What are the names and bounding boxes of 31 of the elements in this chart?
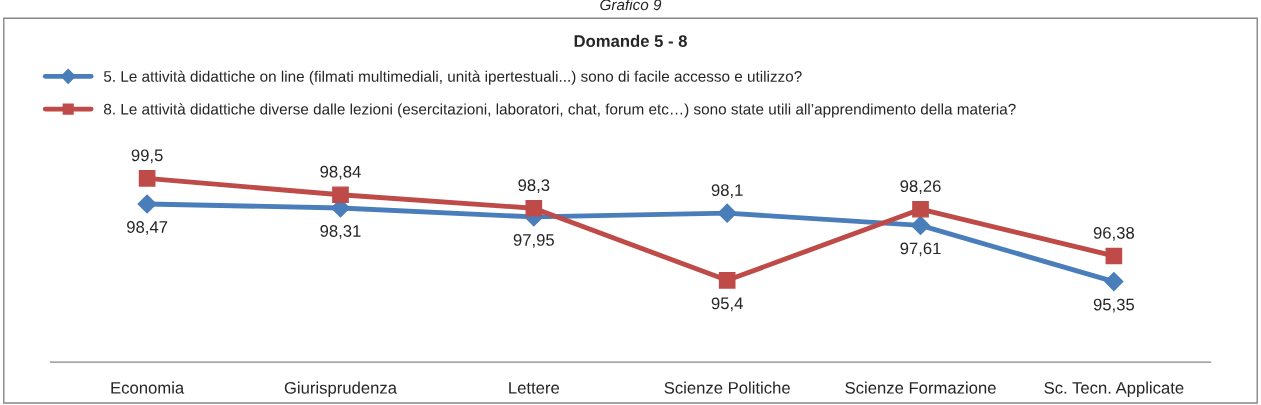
- data-label: 98,84: [320, 165, 361, 180]
- point: [718, 271, 736, 289]
- x-tick-label: Scienze Formazione: [845, 381, 996, 394]
- data-label: 98,3: [518, 179, 550, 193]
- x-tick-label: Giurisprudenza: [284, 381, 397, 398]
- data-label: 97,95: [513, 234, 554, 248]
- data-label: 99,5: [131, 149, 163, 164]
- data-label: 96,38: [1093, 226, 1135, 241]
- point: [910, 215, 931, 235]
- x-tick-label: Lettere: [509, 382, 560, 394]
- point: [717, 203, 737, 223]
- data-label: 98,31: [320, 225, 361, 239]
- legend-label: 8. Le attività didattiche diverse dalle lezioni (esercitazioni, laboratori, chat, forum etc…) sono state utili all’apprendimento della materia?: [103, 103, 1016, 118]
- point: [1105, 247, 1123, 265]
- point: [912, 200, 929, 218]
- chart-title: Domande 5 - 8: [574, 34, 687, 47]
- x-tick-label: Sc. Tecn. Applicate: [1044, 381, 1184, 398]
- point: [525, 199, 543, 217]
- data-label: 97,61: [900, 242, 941, 257]
- x-tick-label: Scienze Politiche: [664, 381, 790, 394]
- point: [332, 186, 349, 204]
- data-label: 95,35: [1093, 298, 1135, 313]
- data-label: 95,4: [711, 297, 743, 312]
- point: [138, 170, 156, 187]
- x-tick-label: Economia: [111, 381, 185, 394]
- data-label: 98,26: [900, 180, 941, 194]
- legend-label: 5. Le attività didattiche on line (filmati multimediali, unità ipertestuali...) sono di facile accesso e utilizzo?: [103, 70, 802, 85]
- point: [137, 194, 157, 214]
- point: [1104, 272, 1124, 292]
- data-label: 98,1: [711, 184, 743, 198]
- data-label: 98,47: [127, 221, 168, 235]
